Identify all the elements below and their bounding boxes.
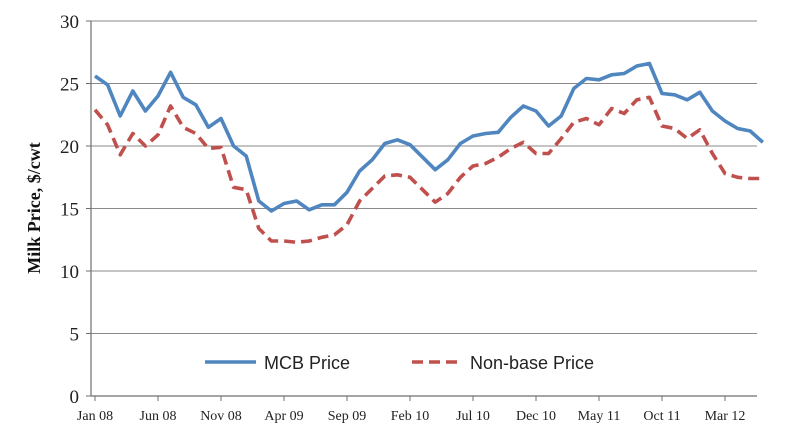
y-tick-label-15: 15: [60, 200, 79, 221]
legend-label-non-base-price: Non-base Price: [470, 353, 594, 373]
x-tick-label: May 11: [578, 409, 621, 424]
y-tick-label-5: 5: [70, 325, 80, 346]
x-tick-label: Dec 10: [516, 409, 556, 424]
x-tick-labels: Jan 08 Jun 08 Nov 08 Apr 09 Sep 09 Feb 10 Jul …: [77, 409, 746, 424]
x-tick-label: Nov 08: [200, 409, 242, 424]
y-tick-label-30: 30: [60, 12, 79, 33]
y-tick-label-10: 10: [60, 262, 79, 283]
legend: MCB Price Non-base Price: [205, 353, 594, 373]
y-tick-label-25: 25: [60, 75, 79, 96]
x-tick-label: Oct 11: [643, 409, 680, 424]
x-tick-label: Mar 12: [705, 409, 746, 424]
y-axis-label: Milk Price, $/cwt: [24, 142, 44, 273]
gridlines: [91, 20, 757, 334]
series-line-mcb-price: [93, 61, 765, 213]
series-lines: [93, 61, 765, 245]
axes: [86, 20, 757, 401]
y-tick-labels: 0 5 10 15 20 25 30: [60, 12, 79, 408]
series-line-non-base-price: [93, 95, 763, 245]
y-tick-label-0: 0: [70, 387, 80, 408]
x-tick-label: Jan 08: [77, 409, 113, 424]
x-tick-label: Apr 09: [264, 409, 303, 424]
x-tick-label: Jun 08: [140, 409, 177, 424]
x-tick-label: Sep 09: [328, 409, 367, 424]
legend-label-mcb-price: MCB Price: [264, 353, 350, 373]
x-tick-label: Jul 10: [456, 409, 490, 424]
y-tick-label-20: 20: [60, 137, 79, 158]
x-tick-label: Feb 10: [391, 409, 430, 424]
